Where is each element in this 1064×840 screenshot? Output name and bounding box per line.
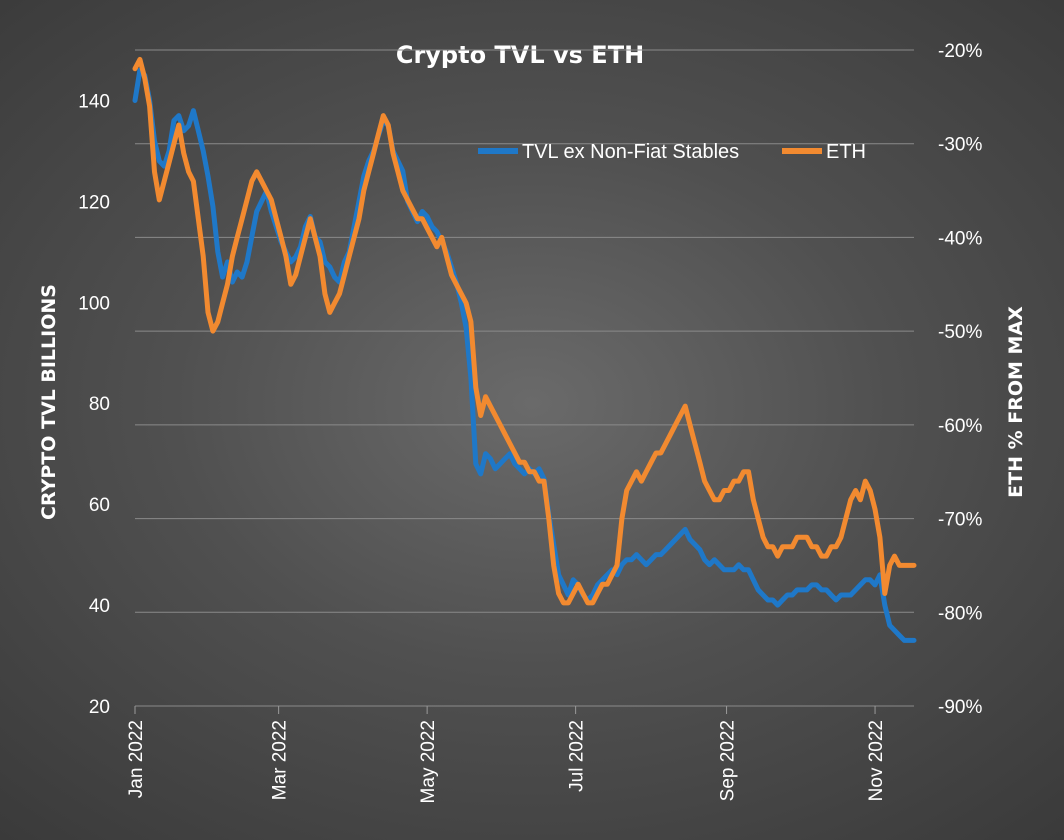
series-line-eth — [132, 56, 917, 606]
left-tick-label: 100 — [78, 293, 110, 314]
right-tick-label: -20% — [938, 41, 982, 62]
left-tick-label: 140 — [78, 91, 110, 112]
right-tick-label: -30% — [938, 135, 982, 156]
right-axis-title: ETH % FROM MAX — [1005, 306, 1027, 498]
legend: TVL ex Non-Fiat Stables ETH — [478, 141, 866, 163]
chart-title: Crypto TVL vs ETH — [396, 41, 644, 69]
left-axis-ticks: 140 120 100 80 60 40 20 — [78, 91, 110, 718]
left-tick-label: 80 — [89, 394, 110, 415]
left-tick-label: 120 — [78, 192, 110, 213]
right-tick-label: -80% — [938, 603, 982, 624]
x-tick-label: Jul 2022 — [567, 720, 588, 792]
x-tick-label: Sep 2022 — [718, 720, 739, 801]
x-tick-label: Mar 2022 — [270, 720, 291, 800]
series-layer — [132, 56, 917, 643]
right-tick-label: -40% — [938, 228, 982, 249]
right-tick-label: -70% — [938, 510, 982, 531]
gridlines — [135, 49, 914, 707]
legend-label-eth: ETH — [826, 141, 866, 163]
series-line-tvl — [132, 67, 917, 643]
x-tick-label: Nov 2022 — [866, 720, 887, 801]
legend-label-tvl: TVL ex Non-Fiat Stables — [522, 141, 739, 163]
left-tick-label: 20 — [89, 697, 110, 718]
x-axis-ticks: Jan 2022 Mar 2022 May 2022 Jul 2022 Sep 2022… — [126, 706, 887, 803]
right-axis-ticks: -20% -30% -40% -50% -60% -70% -80% -90% — [938, 41, 982, 718]
x-tick-label: Jan 2022 — [126, 720, 147, 798]
right-tick-label: -50% — [938, 322, 982, 343]
left-tick-label: 40 — [89, 596, 110, 617]
right-tick-label: -90% — [938, 697, 982, 718]
left-axis-title: CRYPTO TVL BILLIONS — [38, 284, 60, 520]
x-tick-label: May 2022 — [418, 720, 439, 803]
right-tick-label: -60% — [938, 416, 982, 437]
left-tick-label: 60 — [89, 495, 110, 516]
